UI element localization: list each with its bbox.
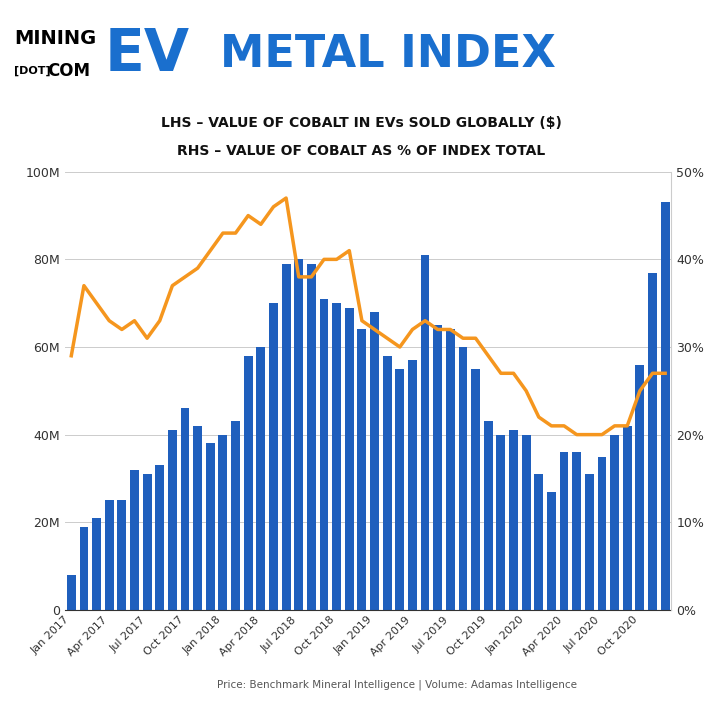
- Bar: [585, 474, 593, 610]
- Bar: [509, 430, 518, 610]
- Text: Price: Benchmark Mineral Intelligence | Volume: Adamas Intelligence: Price: Benchmark Mineral Intelligence | …: [217, 680, 577, 690]
- Bar: [219, 435, 227, 610]
- Text: COM: COM: [47, 62, 90, 80]
- Bar: [105, 501, 113, 610]
- Bar: [560, 452, 568, 610]
- Bar: [458, 347, 467, 610]
- Bar: [573, 452, 581, 610]
- Bar: [610, 435, 619, 610]
- Text: RHS – VALUE OF COBALT AS % OF INDEX TOTAL: RHS – VALUE OF COBALT AS % OF INDEX TOTA…: [177, 144, 545, 158]
- Bar: [433, 325, 442, 610]
- Bar: [320, 299, 329, 610]
- Bar: [497, 435, 505, 610]
- Bar: [67, 575, 76, 610]
- Bar: [295, 259, 303, 610]
- Bar: [256, 347, 265, 610]
- Bar: [635, 365, 644, 610]
- Text: EV: EV: [105, 26, 190, 83]
- Bar: [484, 421, 492, 610]
- Bar: [92, 518, 101, 610]
- Bar: [370, 312, 379, 610]
- Bar: [408, 360, 417, 610]
- Bar: [522, 435, 531, 610]
- Bar: [206, 444, 214, 610]
- Bar: [231, 421, 240, 610]
- Bar: [130, 470, 139, 610]
- Bar: [357, 329, 366, 610]
- Bar: [383, 355, 391, 610]
- Bar: [547, 491, 556, 610]
- Text: [DOT]: [DOT]: [14, 65, 51, 76]
- Text: LHS – VALUE OF COBALT IN EVs SOLD GLOBALLY ($): LHS – VALUE OF COBALT IN EVs SOLD GLOBAL…: [160, 116, 562, 130]
- Bar: [307, 264, 316, 610]
- Bar: [345, 308, 354, 610]
- Bar: [155, 465, 164, 610]
- Bar: [193, 426, 202, 610]
- Bar: [282, 264, 290, 610]
- Bar: [79, 526, 88, 610]
- Bar: [446, 329, 455, 610]
- Bar: [421, 255, 430, 610]
- Bar: [623, 426, 632, 610]
- Bar: [648, 273, 657, 610]
- Bar: [143, 474, 152, 610]
- Bar: [534, 474, 543, 610]
- Bar: [180, 408, 189, 610]
- Bar: [396, 369, 404, 610]
- Bar: [269, 303, 278, 610]
- Text: MINING: MINING: [14, 29, 97, 48]
- Bar: [244, 355, 253, 610]
- Bar: [332, 303, 341, 610]
- Bar: [471, 369, 480, 610]
- Text: METAL INDEX: METAL INDEX: [220, 33, 556, 76]
- Bar: [118, 501, 126, 610]
- Bar: [168, 430, 177, 610]
- Bar: [661, 203, 669, 610]
- Bar: [598, 456, 606, 610]
